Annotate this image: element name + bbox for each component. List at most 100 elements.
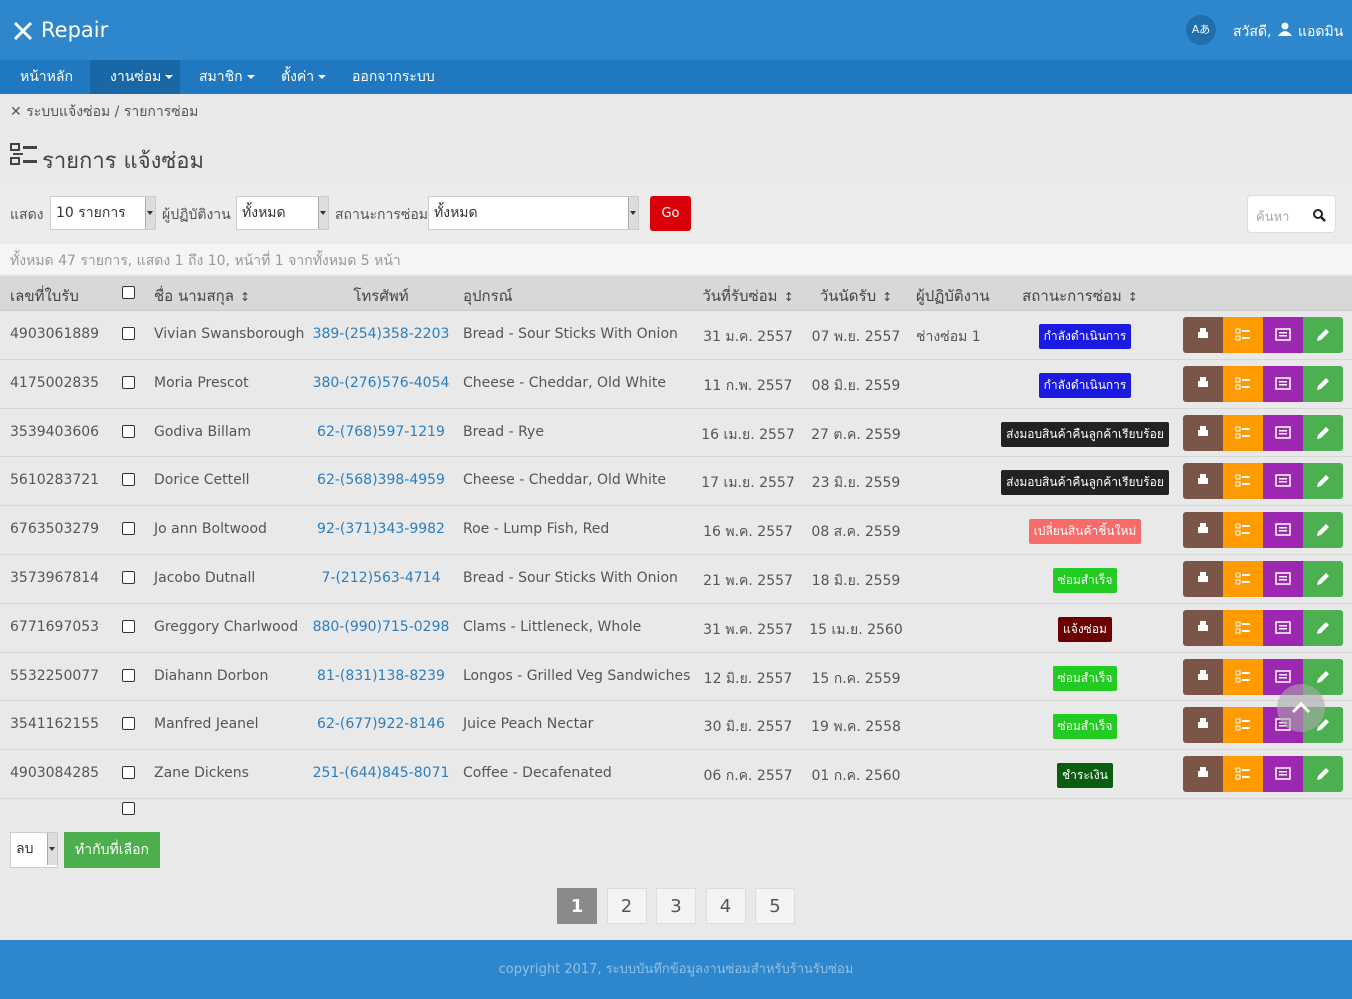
- checklist-button[interactable]: [1223, 317, 1263, 353]
- checkbox[interactable]: [122, 286, 135, 299]
- username[interactable]: แอดมิน: [1298, 24, 1344, 40]
- detail-button[interactable]: [1263, 463, 1303, 500]
- edit-button[interactable]: [1303, 561, 1343, 597]
- logo-icon: [13, 21, 33, 41]
- received-cell: 31 ม.ค. 2557: [703, 329, 793, 345]
- page-button[interactable]: 5: [755, 888, 795, 924]
- edit-button[interactable]: [1303, 512, 1343, 549]
- print-button[interactable]: [1183, 512, 1223, 549]
- bulk-select[interactable]: ลบ: [10, 832, 58, 868]
- detail-button[interactable]: [1263, 414, 1303, 451]
- nav-label: ตั้งค่า: [281, 69, 315, 85]
- checklist-button[interactable]: [1223, 365, 1263, 402]
- edit-button[interactable]: [1303, 463, 1343, 500]
- select-value: 10 รายการ: [56, 205, 126, 221]
- column-header[interactable]: วันนัดรับ ↕: [819, 287, 893, 305]
- checkbox[interactable]: [122, 802, 135, 815]
- detail-button[interactable]: [1263, 365, 1303, 402]
- scroll-top[interactable]: [1277, 684, 1325, 732]
- received-cell: 11 ก.พ. 2557: [703, 377, 793, 394]
- detail-button[interactable]: [1263, 317, 1303, 353]
- detail-button[interactable]: [1263, 609, 1303, 646]
- phone-cell[interactable]: 62-(768)597-1219: [317, 423, 445, 440]
- checkbox[interactable]: [122, 668, 135, 682]
- edit-button[interactable]: [1303, 756, 1343, 793]
- column-title: วันนัดรับ: [819, 287, 877, 305]
- print-button[interactable]: [1183, 707, 1223, 744]
- brand[interactable]: Repair: [41, 18, 109, 42]
- breadcrumb-item[interactable]: ระบบแจ้งซ่อม: [26, 104, 111, 120]
- checkbox[interactable]: [122, 571, 135, 584]
- phone-cell[interactable]: 7-(212)563-4714: [321, 570, 441, 586]
- page-button[interactable]: 2: [606, 888, 647, 924]
- print-button[interactable]: [1183, 658, 1223, 695]
- table-row: 3541162155 Manfred Jeanel 62-(677)922-8146…: [0, 701, 1352, 751]
- checklist-button[interactable]: [1223, 414, 1263, 451]
- edit-button[interactable]: [1303, 317, 1343, 353]
- go-button[interactable]: Go: [650, 196, 691, 231]
- table-row: 4903061889 Vivian Swansborough 389-(254)35…: [0, 311, 1352, 360]
- status-select[interactable]: ทั้งหมด: [428, 196, 639, 230]
- checklist-button[interactable]: [1223, 463, 1263, 500]
- nav-item[interactable]: สมาชิก: [199, 60, 255, 94]
- edit-button[interactable]: [1303, 609, 1343, 646]
- checklist-button[interactable]: [1223, 756, 1263, 793]
- detail-button[interactable]: [1263, 512, 1303, 549]
- checkbox[interactable]: [122, 717, 135, 731]
- checkbox[interactable]: [122, 473, 135, 487]
- receipt-cell: 4903061889: [10, 326, 100, 342]
- phone-cell[interactable]: 62-(568)398-4959: [317, 472, 445, 489]
- nav-item[interactable]: ตั้งค่า: [281, 60, 327, 94]
- nav-item[interactable]: ออกจากระบบ: [352, 60, 435, 94]
- column-header[interactable]: ชื่อ นามสกุล ↕: [154, 287, 251, 305]
- detail-button[interactable]: [1263, 756, 1303, 793]
- column-header[interactable]: วันที่รับซ่อม ↕: [702, 287, 794, 305]
- checkbox[interactable]: [122, 424, 135, 438]
- bulk-button[interactable]: ทำกับที่เลือก: [64, 832, 160, 868]
- user-icon: [1278, 22, 1292, 36]
- checklist-button[interactable]: [1223, 658, 1263, 695]
- checkbox[interactable]: [122, 522, 135, 536]
- page-button[interactable]: 3: [656, 888, 696, 924]
- phone-cell[interactable]: 251-(644)845-8071: [312, 765, 450, 782]
- print-button[interactable]: [1183, 317, 1223, 353]
- column-title: ชื่อ นามสกุล: [154, 287, 234, 305]
- print-button[interactable]: [1183, 561, 1223, 597]
- checkbox[interactable]: [122, 375, 135, 389]
- checklist-button[interactable]: [1223, 609, 1263, 646]
- column-header[interactable]: สถานะการซ่อม ↕: [1022, 287, 1138, 305]
- page-button[interactable]: 1: [557, 888, 597, 924]
- phone-cell[interactable]: 62-(677)922-8146: [317, 716, 445, 733]
- print-button[interactable]: [1183, 365, 1223, 402]
- checkbox[interactable]: [122, 619, 135, 633]
- checklist-button[interactable]: [1223, 512, 1263, 549]
- status-cell: แจ้งซ่อม: [990, 616, 1180, 642]
- phone-cell[interactable]: 81-(831)138-8239: [317, 667, 445, 684]
- print-button[interactable]: [1183, 414, 1223, 451]
- edit-button[interactable]: [1303, 365, 1343, 402]
- phone-cell[interactable]: 92-(371)343-9982: [317, 521, 445, 538]
- checklist-button[interactable]: [1223, 707, 1263, 744]
- table-row: 6763503279 Jo ann Boltwood 92-(371)343-998…: [0, 506, 1352, 555]
- checkbox[interactable]: [122, 766, 135, 780]
- nav-item[interactable]: งานซ่อม: [90, 60, 180, 94]
- edit-button[interactable]: [1303, 414, 1343, 451]
- print-button[interactable]: [1183, 756, 1223, 793]
- show-select[interactable]: 10 รายการ: [50, 196, 156, 230]
- language-button[interactable]: Aあ: [1186, 15, 1216, 45]
- phone-cell[interactable]: 380-(276)576-4054: [312, 374, 450, 391]
- filter-label: ผู้ปฏิบัติงาน: [162, 207, 231, 223]
- page-button[interactable]: 4: [705, 888, 746, 924]
- checkbox[interactable]: [122, 327, 135, 340]
- detail-button[interactable]: [1263, 561, 1303, 597]
- operator-select[interactable]: ทั้งหมด: [236, 196, 329, 230]
- checklist-button[interactable]: [1223, 561, 1263, 597]
- print-button[interactable]: [1183, 463, 1223, 500]
- phone-cell[interactable]: 389-(254)358-2203: [312, 326, 450, 342]
- search-box[interactable]: ค้นหา: [1247, 195, 1336, 233]
- receipt-cell: 5610283721: [10, 472, 100, 489]
- print-button[interactable]: [1183, 609, 1223, 646]
- nav-item[interactable]: หน้าหลัก: [20, 60, 73, 94]
- received-cell: 21 พ.ค. 2557: [703, 573, 793, 589]
- phone-cell[interactable]: 880-(990)715-0298: [312, 618, 450, 635]
